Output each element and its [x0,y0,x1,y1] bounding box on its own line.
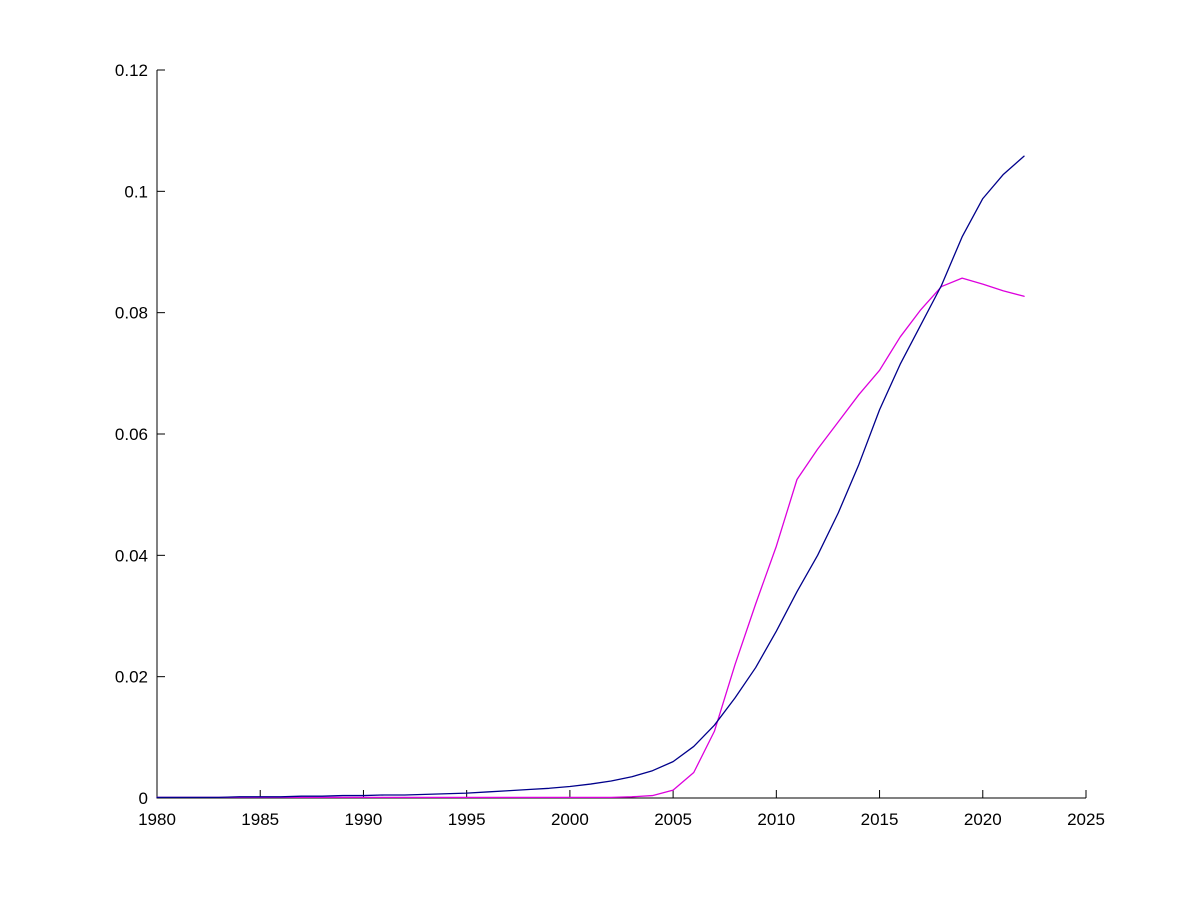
y-tick-label: 0.02 [115,668,148,687]
y-tick-label: 0.04 [115,546,148,565]
x-tick-label: 1985 [241,810,279,829]
y-tick-label: 0.06 [115,425,148,444]
x-tick-label: 1995 [448,810,486,829]
axis-frame [156,70,1086,799]
x-tick-label: 2020 [964,810,1002,829]
x-tick-label: 2010 [757,810,795,829]
y-tick-label: 0.08 [115,304,148,323]
x-tick-label: 1990 [345,810,383,829]
x-tick-label: 2015 [861,810,899,829]
x-tick-label: 2000 [551,810,589,829]
y-tick-label: 0 [139,789,148,808]
dark-blue-line [156,155,1025,799]
magenta-line [156,277,1025,799]
x-tick-label: 1980 [138,810,176,829]
y-tick-label: 0.12 [115,61,148,80]
x-tick-label: 2005 [654,810,692,829]
x-tick-label: 2025 [1067,810,1105,829]
y-tick-label: 0.1 [124,182,148,201]
